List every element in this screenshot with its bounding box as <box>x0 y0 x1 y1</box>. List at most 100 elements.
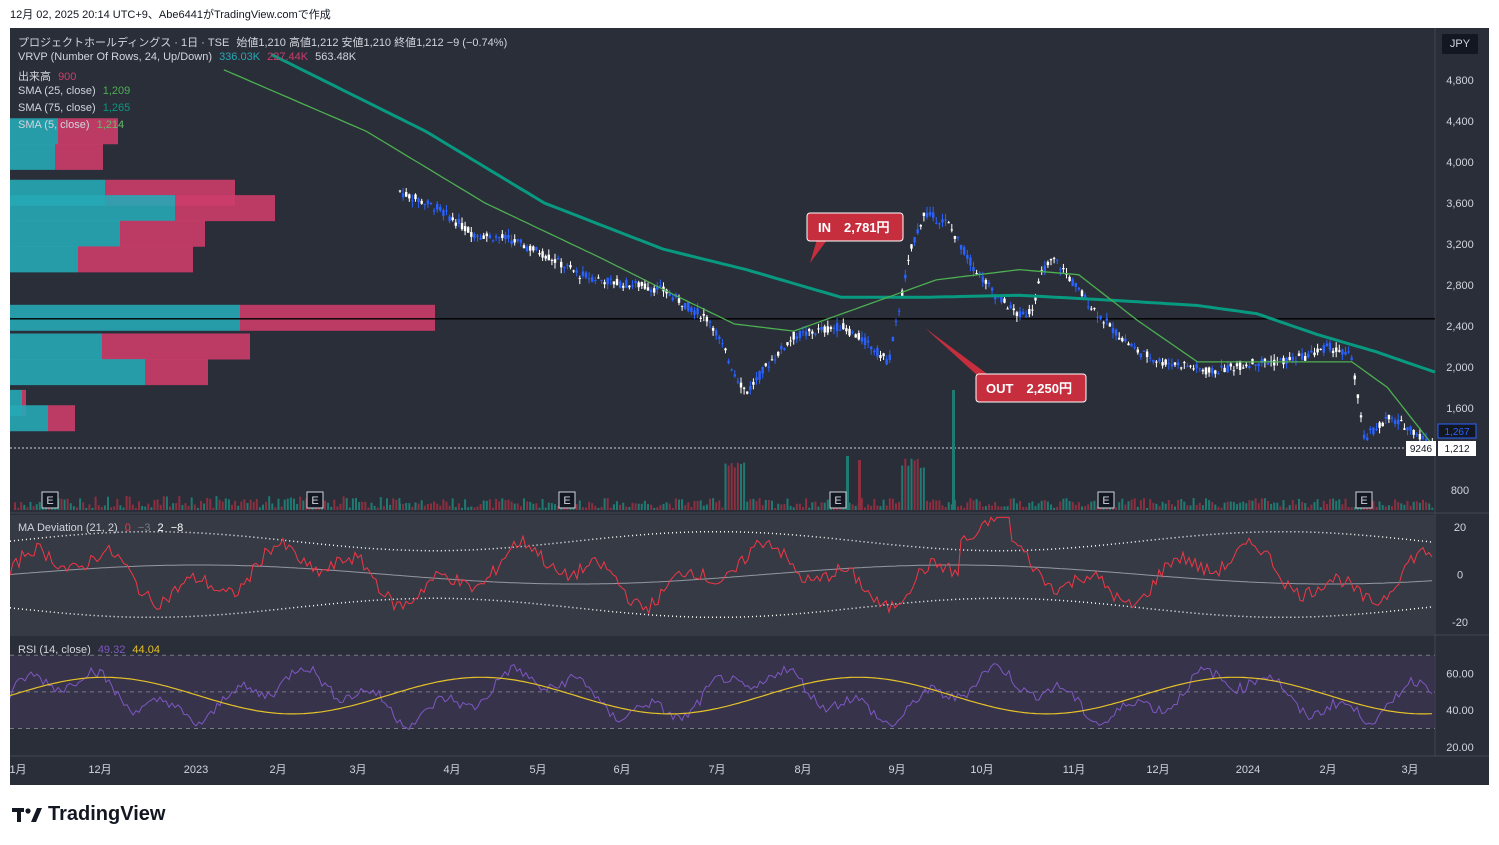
candle-body <box>1111 328 1115 334</box>
candle-body <box>894 320 898 322</box>
in-annotation-label: IN 2,781円 <box>818 220 890 235</box>
volume-bar <box>1391 506 1393 510</box>
volume-bar <box>283 499 286 510</box>
volume-bar <box>907 465 910 510</box>
candle-body <box>1397 419 1400 425</box>
madev-lower-band <box>10 597 1433 619</box>
volume-bar <box>1170 504 1173 510</box>
vrvp-up-bar <box>10 246 78 273</box>
volume-bar <box>1025 506 1028 510</box>
volume-bar <box>436 503 439 510</box>
candle-body <box>953 235 957 240</box>
candle-body <box>1031 309 1034 311</box>
volume-bar <box>516 503 519 510</box>
volume-bar <box>526 501 529 510</box>
volume-bar <box>134 507 137 510</box>
currency-button[interactable]: JPY <box>1442 34 1478 54</box>
volume-bar <box>1428 503 1431 510</box>
time-tick-label: 4月 <box>443 764 460 776</box>
volume-bar <box>501 498 504 510</box>
chart-panel[interactable]: 4,800 4,400 4,000 3,600 3,200 2,800 2,400 2,000… <box>10 28 1489 785</box>
volume-bar <box>529 502 532 510</box>
volume-bar <box>1028 502 1031 510</box>
vrvp-up-bar <box>10 118 58 145</box>
candle-body <box>1217 373 1220 375</box>
volume-bar <box>656 507 659 510</box>
countdown-label: 9246 <box>1410 444 1433 455</box>
candle-body <box>482 235 485 239</box>
volume-bar <box>169 506 171 510</box>
candle-body <box>1322 345 1325 353</box>
madev-upper-band <box>10 530 1433 552</box>
volume-bar <box>1112 507 1114 510</box>
earnings-marker <box>41 491 59 509</box>
volume-bar <box>1081 506 1083 510</box>
candle-body <box>591 277 594 282</box>
volume-bar <box>966 502 969 510</box>
volume-bar <box>63 499 66 510</box>
volume-bar <box>1372 500 1375 510</box>
candle-body <box>656 286 659 290</box>
rsi-label: RSI (14, close) <box>18 644 91 656</box>
candle-body <box>1406 427 1409 431</box>
candle-body <box>1173 362 1177 365</box>
volume-bar <box>727 465 730 510</box>
candle-body <box>1068 276 1071 282</box>
volume-bar <box>755 500 758 510</box>
candle-body <box>1028 308 1031 315</box>
volume-bar <box>342 496 345 510</box>
volume-bar <box>622 502 625 510</box>
volume-bar <box>1006 506 1009 510</box>
volume-bar <box>345 498 348 510</box>
candle-body <box>1149 357 1152 359</box>
volume-value: 900 <box>58 71 77 83</box>
volume-bar <box>433 501 436 510</box>
volume-bar <box>1121 498 1124 510</box>
volume-bar <box>289 497 292 510</box>
volume-bar <box>305 498 308 510</box>
volume-bar <box>544 507 547 510</box>
candle-body <box>727 360 730 363</box>
candle-body <box>870 346 873 350</box>
rsi-ma-line <box>10 676 1433 715</box>
candle-body <box>535 247 538 251</box>
candle-body <box>783 348 786 350</box>
price-chart-canvas[interactable]: 4,800 4,400 4,000 3,600 3,200 2,800 2,400 2,000… <box>10 28 1489 785</box>
candle-body <box>963 247 966 255</box>
volume-bar <box>94 496 97 510</box>
volume-bar <box>761 505 764 510</box>
sma-price-tag <box>1437 423 1477 439</box>
candle-body <box>525 246 529 252</box>
candle-body <box>814 333 817 335</box>
candle-body <box>705 316 709 322</box>
volume-bar <box>215 496 218 510</box>
volume-bar <box>1136 506 1139 510</box>
volume-bar <box>746 501 749 510</box>
volume-bar <box>938 500 941 510</box>
volume-bar <box>513 503 516 510</box>
candle-body <box>1052 257 1056 259</box>
candle-body <box>1099 315 1102 320</box>
volume-bar <box>88 504 91 510</box>
candle-body <box>987 282 991 285</box>
volume-bar <box>612 504 615 510</box>
volume-bar <box>265 501 268 510</box>
volume-bar <box>783 504 786 510</box>
time-tick-label: 12月 <box>1146 764 1169 776</box>
candle-body <box>1186 365 1189 367</box>
earnings-marker <box>829 491 847 509</box>
volume-bar <box>361 501 364 510</box>
volume-bar <box>277 498 280 510</box>
volume-bar <box>1267 501 1269 510</box>
candle-body <box>981 276 984 283</box>
volume-bar <box>1285 507 1288 510</box>
candle-body <box>907 259 910 261</box>
volume-bar <box>193 504 196 510</box>
volume-bar <box>1093 500 1096 510</box>
volume-bar <box>1245 503 1248 510</box>
volume-bar <box>749 499 752 510</box>
candle-body <box>1096 316 1099 318</box>
volume-bar <box>1307 507 1310 510</box>
volume-bar <box>1294 504 1297 510</box>
candle-body <box>1319 348 1322 350</box>
